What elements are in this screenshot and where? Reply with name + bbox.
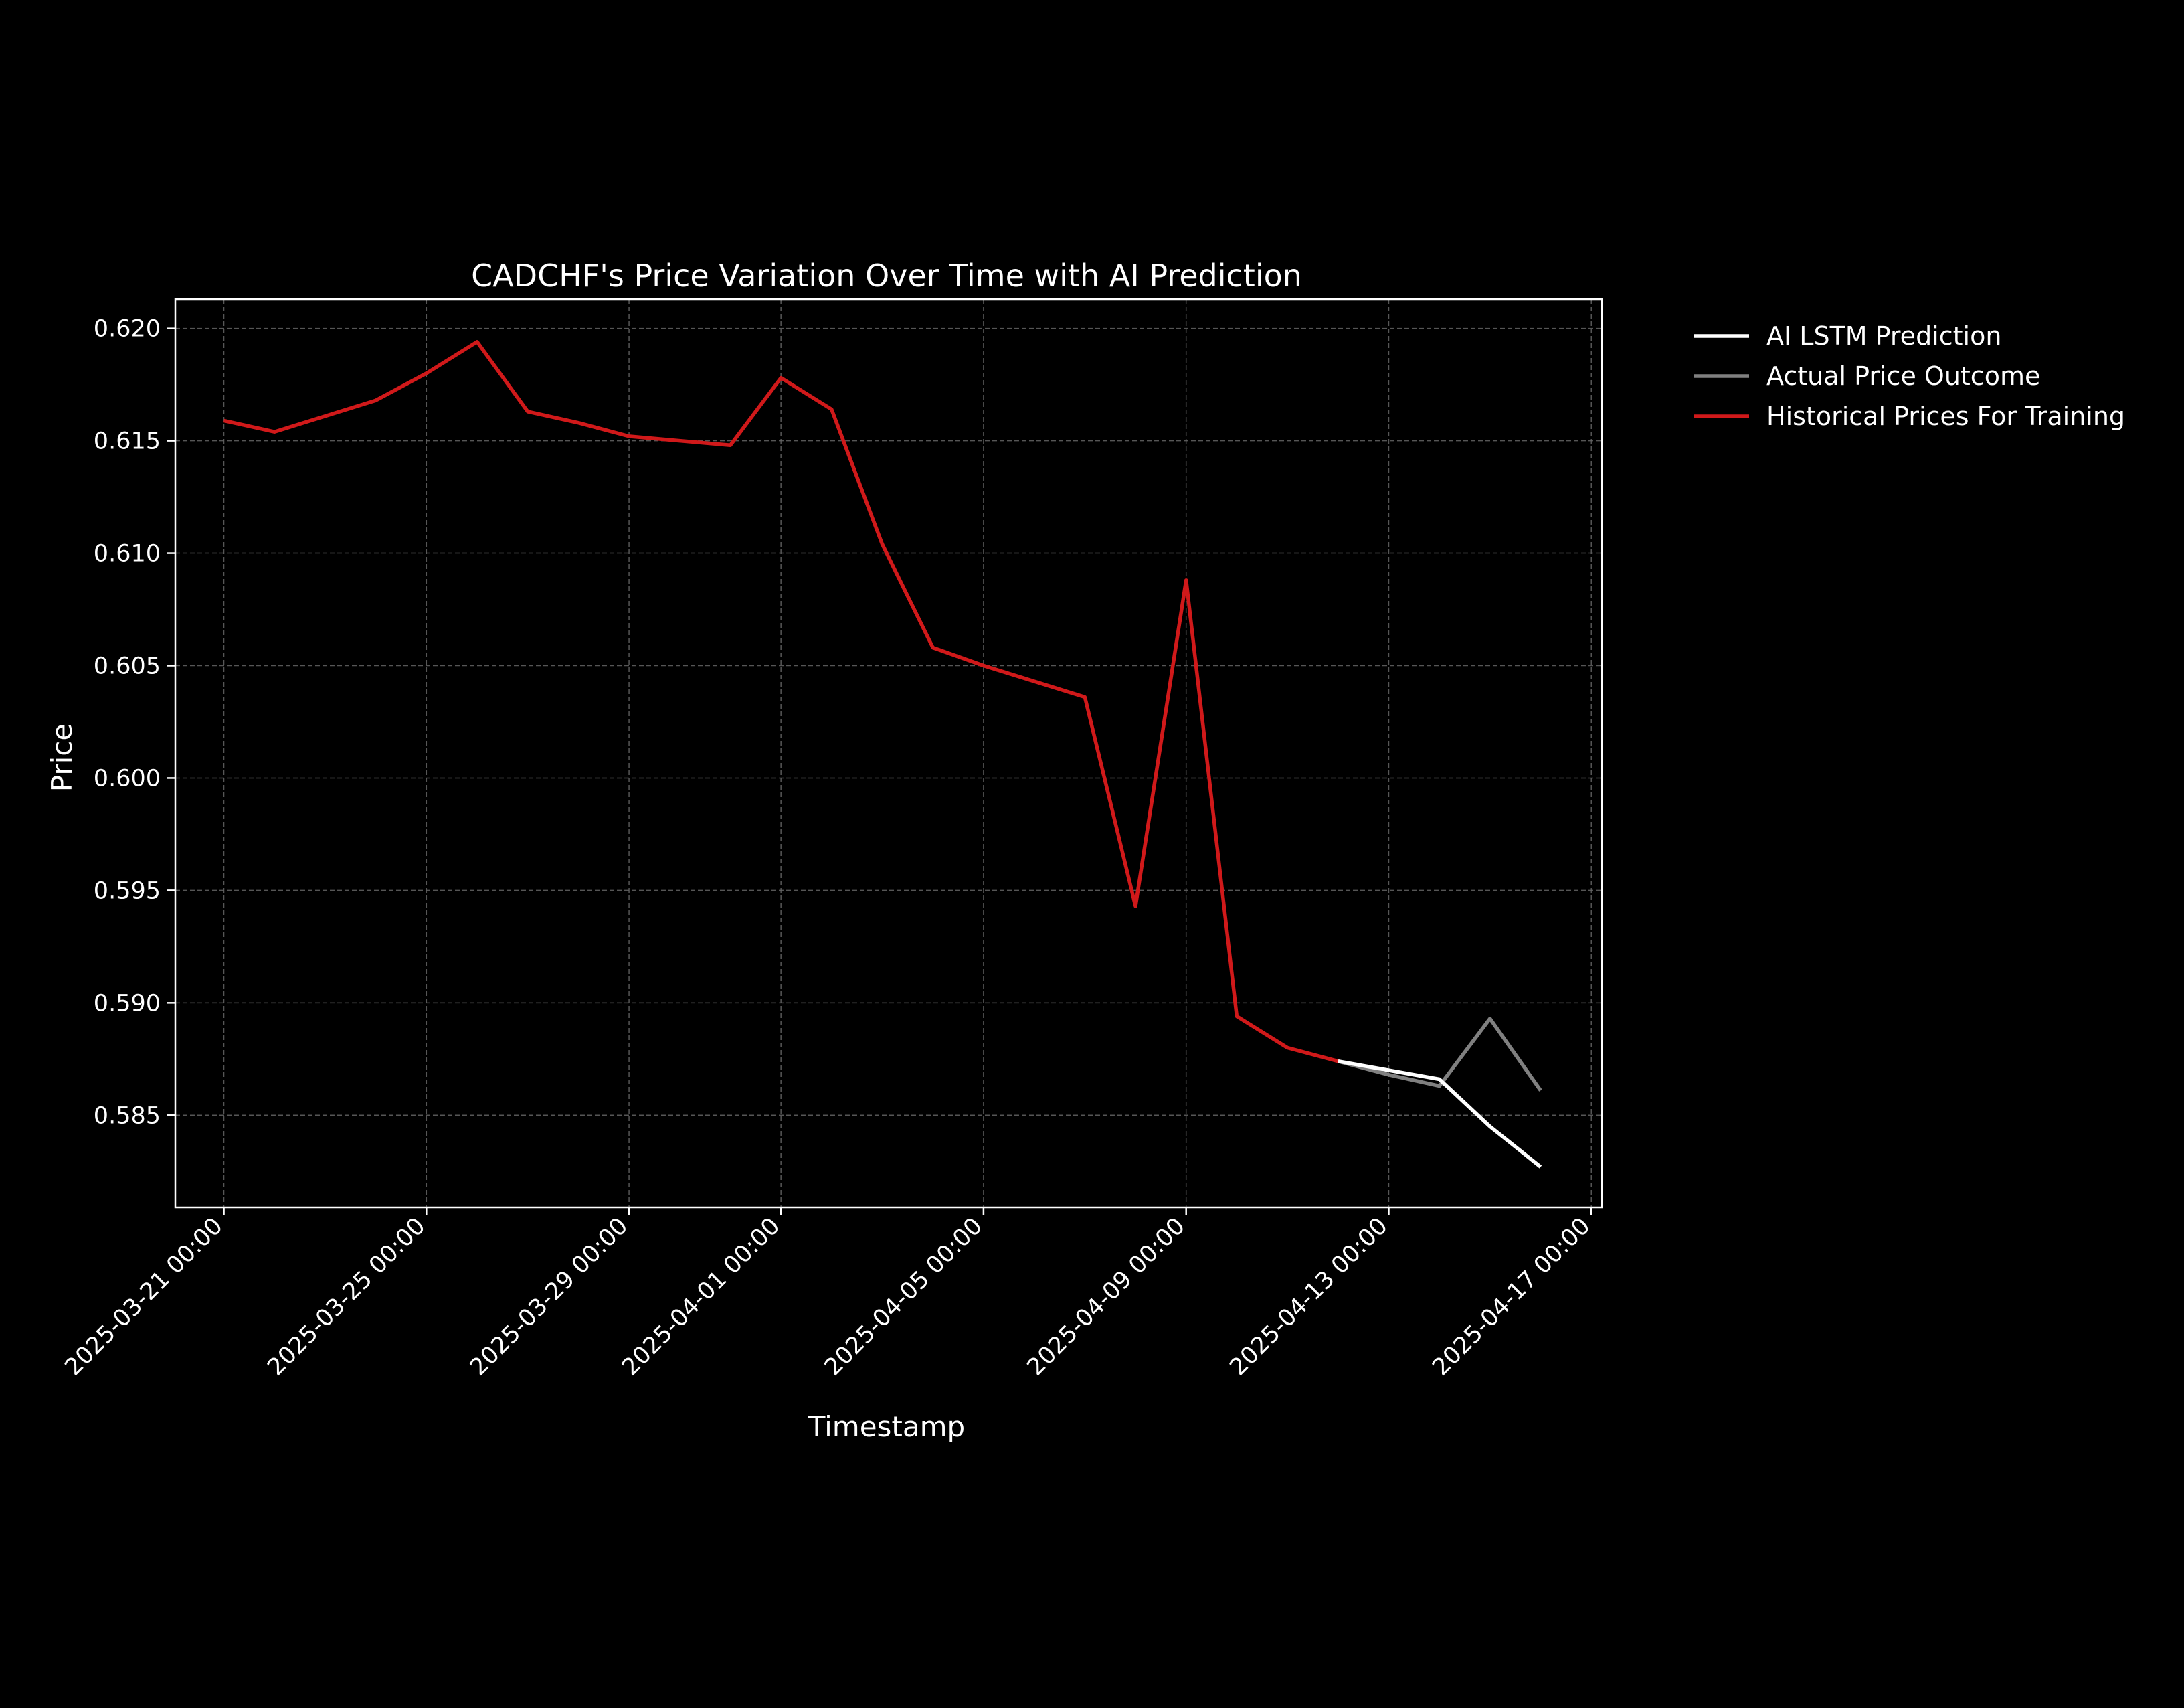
y-tick-label: 0.620 (94, 316, 161, 343)
y-tick-label: 0.605 (94, 653, 161, 680)
y-axis-label: Price (46, 723, 78, 792)
y-tick-label: 0.610 (94, 541, 161, 568)
plot-frame (174, 298, 1603, 1209)
series-layer (223, 340, 1542, 1169)
grid-layer (175, 299, 1602, 1207)
series-line (223, 340, 1339, 1063)
legend: AI LSTM Prediction Actual Price Outcome Hi… (1694, 321, 2125, 431)
series-line (1338, 1059, 1542, 1169)
y-tick-label: 0.615 (94, 428, 161, 455)
y-tick-label: 0.590 (94, 990, 161, 1017)
chart-title: CADCHF's Price Variation Over Time with … (471, 258, 1302, 294)
legend-label: AI LSTM Prediction (1766, 321, 2001, 351)
series-line (1338, 1017, 1542, 1092)
x-axis-label: Timestamp (808, 1410, 965, 1443)
y-tick-label: 0.585 (94, 1102, 161, 1129)
y-tick-label: 0.595 (94, 877, 161, 904)
y-tick-label: 0.600 (94, 765, 161, 792)
legend-label: Historical Prices For Training (1766, 402, 2125, 431)
legend-label: Actual Price Outcome (1766, 361, 2040, 391)
